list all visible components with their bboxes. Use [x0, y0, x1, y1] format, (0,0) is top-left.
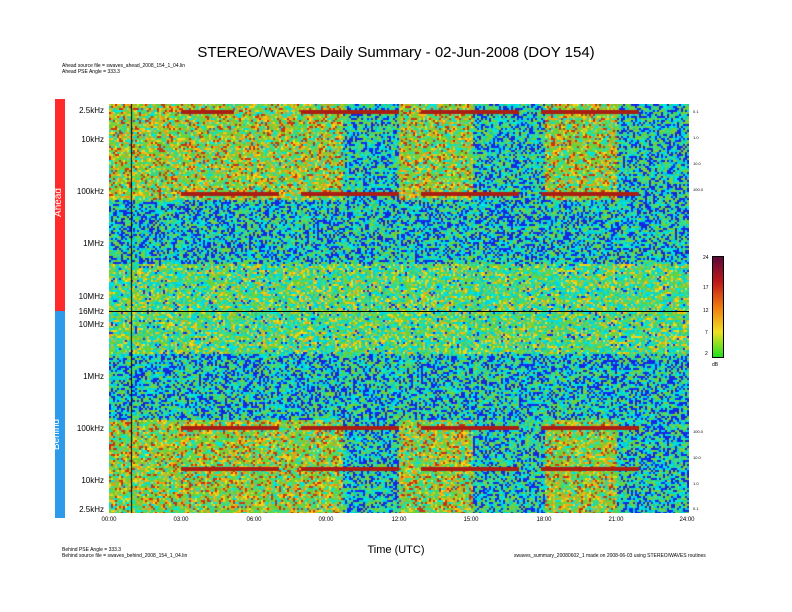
right-tick-label: 100.0	[693, 187, 704, 192]
ahead-ytick-label: 1MHz	[83, 239, 104, 248]
right-tick-label: 0.1	[693, 506, 699, 511]
behind-source-file: Behind source file = swaves_behind_2008_…	[62, 553, 188, 559]
behind-band: Behind	[51, 311, 65, 518]
ahead-band: Ahead	[53, 99, 65, 311]
x-axis-title: Time (UTC)	[367, 544, 425, 556]
ahead-ytick-label: 2.5kHz	[79, 106, 104, 115]
right-tick-label: 100.0	[693, 429, 704, 434]
ahead-source-file: Ahead source file = swaves_ahead_2008_15…	[62, 63, 186, 69]
xtick-label: 09:00	[318, 517, 334, 523]
right-tick-label: 10.0	[693, 455, 701, 460]
chart-title: STEREO/WAVES Daily Summary - 02-Jun-2008…	[197, 44, 595, 61]
xtick-label: 03:00	[173, 517, 189, 523]
ahead-ytick-label: 16MHz	[78, 307, 104, 316]
ahead-ytick-label: 10kHz	[81, 135, 104, 144]
xtick-label: 00:00	[101, 517, 117, 523]
xtick-label: 15:00	[463, 517, 479, 523]
behind-pse-angle: Behind PSE Angle = 333.3	[62, 547, 122, 553]
ahead-ytick-label: 100kHz	[76, 187, 104, 196]
behind-ytick-label: 10MHz	[78, 320, 104, 329]
generated-note: swaves_summary_20080602_1 made on 2008-0…	[514, 553, 706, 559]
ahead-ytick-label: 10MHz	[78, 292, 104, 301]
colorbar-label: 17	[703, 285, 709, 291]
right-tick-label: 0.1	[693, 109, 699, 114]
behind-ytick-label: 2.5kHz	[79, 505, 104, 514]
colorbar-label: 24	[703, 255, 709, 261]
right-tick-label: 10.0	[693, 161, 701, 166]
behind-ytick-label: 100kHz	[76, 424, 104, 433]
xtick-label: 06:00	[246, 517, 262, 523]
behind-ytick-label: 10kHz	[81, 476, 104, 485]
colorbar-label: 12	[703, 308, 709, 314]
behind-ytick-label: 1MHz	[83, 372, 104, 381]
ahead-pse-angle: Ahead PSE Angle = 333.3	[62, 69, 120, 75]
xtick-label: 24:00	[679, 517, 695, 523]
panel-divider	[109, 311, 689, 312]
right-tick-label: 1.0	[693, 481, 699, 486]
xtick-label: 18:00	[536, 517, 552, 523]
spectrogram-plot	[109, 104, 689, 513]
colorbar-label: 2	[705, 351, 708, 357]
xtick-label: 21:00	[608, 517, 624, 523]
colorbar-unit: dB	[712, 362, 719, 368]
colorbar	[712, 256, 724, 358]
colorbar-label: 7	[705, 330, 708, 336]
xtick-label: 12:00	[391, 517, 407, 523]
right-tick-label: 1.0	[693, 135, 699, 140]
